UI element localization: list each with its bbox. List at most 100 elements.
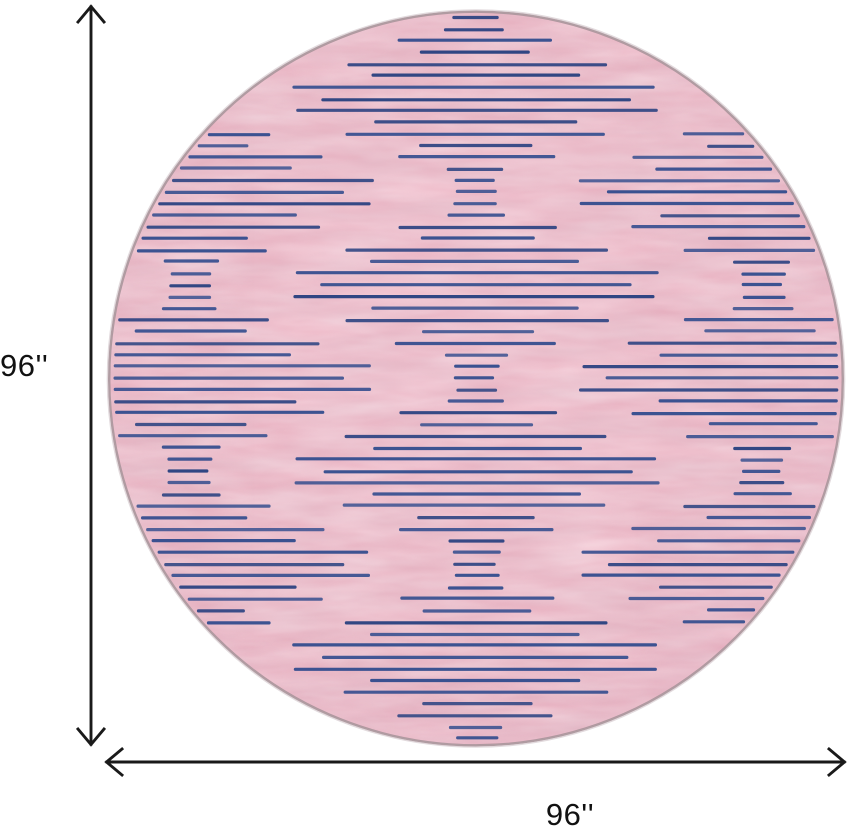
rug-stripe bbox=[151, 539, 296, 543]
rug-stripe bbox=[345, 319, 609, 323]
rug-stripe bbox=[422, 330, 535, 334]
rug-stripe bbox=[742, 469, 781, 473]
rug-stripe bbox=[581, 550, 795, 554]
rug-stripe bbox=[152, 213, 297, 217]
rug-stripe bbox=[146, 225, 321, 229]
rug-stripe bbox=[344, 434, 607, 439]
rug-stripe bbox=[167, 480, 211, 485]
rug-stripe bbox=[627, 341, 837, 345]
rug-stripe bbox=[455, 189, 497, 193]
rug-stripe bbox=[607, 563, 788, 567]
rug-stripe bbox=[399, 528, 554, 532]
rug-stripe bbox=[373, 446, 582, 451]
rug-stripe bbox=[370, 259, 579, 263]
rug-stripe bbox=[323, 470, 633, 474]
rug-stripe bbox=[135, 422, 247, 427]
rug-stripe bbox=[628, 596, 765, 601]
rug-stripe bbox=[372, 492, 581, 496]
rug-stripe bbox=[118, 318, 269, 322]
rug-stripe bbox=[168, 295, 212, 299]
rug-stripe bbox=[454, 364, 500, 368]
rug-stripe bbox=[443, 28, 504, 32]
rug-stripe bbox=[344, 621, 608, 625]
rug-stripe bbox=[447, 213, 505, 217]
rug-stripe bbox=[660, 214, 800, 218]
rug-stripe bbox=[292, 85, 655, 89]
rug-stripe bbox=[167, 469, 209, 473]
rug-stripe bbox=[420, 236, 535, 240]
rug-stripe bbox=[113, 364, 371, 368]
rug-stripe bbox=[454, 573, 500, 577]
rug-stripe bbox=[448, 539, 505, 543]
rug-stripe bbox=[371, 306, 579, 310]
rug-stripe bbox=[453, 376, 495, 380]
arrowhead-up-icon bbox=[75, 4, 107, 25]
rug-stripe bbox=[733, 446, 792, 451]
rug-stripe bbox=[292, 643, 657, 647]
rug-stripe bbox=[453, 562, 496, 566]
rug-stripe bbox=[659, 353, 838, 357]
rug-stripe bbox=[456, 736, 499, 740]
rug-stripe bbox=[658, 399, 838, 403]
rug-stripe bbox=[452, 15, 499, 20]
rug-stripe bbox=[136, 249, 267, 253]
rug-outer-edge bbox=[106, 9, 846, 748]
rug-stripe bbox=[708, 422, 818, 426]
rug-stripe bbox=[136, 504, 271, 508]
rug-stripe bbox=[683, 248, 816, 252]
rug-stripe bbox=[342, 503, 606, 507]
rug-stripe bbox=[114, 353, 291, 357]
rug-stripe bbox=[141, 236, 248, 240]
rug-stripe bbox=[371, 73, 581, 77]
rug-stripe bbox=[446, 167, 504, 171]
rug-stripe bbox=[448, 725, 503, 730]
rug-stripe bbox=[113, 376, 344, 380]
rug-stripe bbox=[158, 202, 371, 206]
rug-stripe bbox=[452, 550, 501, 554]
rug-stripe bbox=[447, 586, 504, 590]
rug-stripe bbox=[398, 155, 556, 159]
rug-stripe bbox=[417, 516, 535, 520]
rug-stripe bbox=[732, 307, 794, 311]
rug-stripe bbox=[167, 457, 213, 461]
rug-stripe bbox=[704, 329, 816, 333]
rug-stripe bbox=[420, 423, 534, 427]
rug-stripe bbox=[419, 143, 533, 148]
height-dimension-label: 96'' bbox=[0, 348, 49, 383]
rug-stripe bbox=[295, 457, 657, 461]
rug-stripe bbox=[742, 295, 786, 299]
rug-stripe bbox=[114, 400, 297, 404]
rug-stripe bbox=[296, 108, 658, 112]
rug-stripe bbox=[657, 539, 801, 543]
rug-stripe bbox=[706, 515, 811, 520]
rug-stripe bbox=[400, 596, 555, 600]
rug-stripe bbox=[157, 550, 369, 554]
rug-stripe bbox=[179, 166, 292, 170]
rug-stripe bbox=[707, 608, 756, 612]
rug-stripe bbox=[293, 667, 657, 671]
rug-stripe bbox=[169, 284, 211, 288]
rug-stripe bbox=[444, 353, 509, 357]
rug-stripe bbox=[397, 714, 553, 718]
rug-stripe bbox=[294, 481, 660, 485]
rug-stripe bbox=[631, 412, 837, 416]
arrowhead-down-icon bbox=[75, 726, 107, 747]
rug-stripe bbox=[397, 38, 552, 42]
rug-stripe bbox=[682, 620, 746, 624]
rug-stripe bbox=[632, 155, 764, 159]
rug-stripe bbox=[422, 609, 532, 613]
rug-stripe bbox=[161, 493, 221, 497]
rug-stripe bbox=[345, 248, 608, 252]
rug-stripe bbox=[374, 120, 578, 124]
rug-stripe bbox=[113, 387, 372, 391]
rug-stripe bbox=[422, 702, 533, 706]
rug-stripe bbox=[582, 365, 839, 369]
rug-stripe bbox=[164, 563, 345, 567]
rug-stripe bbox=[343, 690, 609, 694]
rug-stripe bbox=[347, 63, 608, 67]
rug-stripe bbox=[161, 307, 217, 311]
rug-stripe bbox=[320, 283, 632, 287]
rug-stripe bbox=[707, 236, 811, 240]
